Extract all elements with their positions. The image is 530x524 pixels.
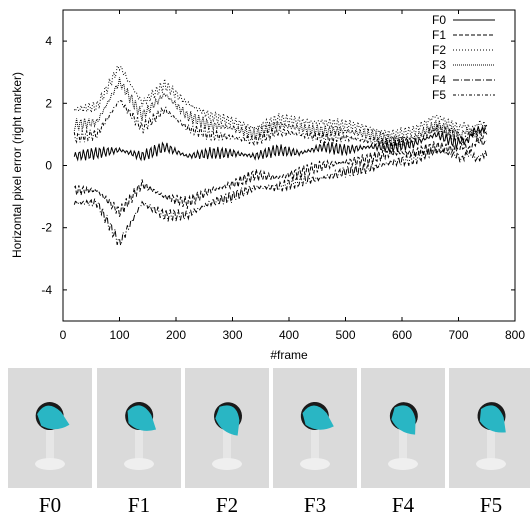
legend-label: F0 xyxy=(432,13,446,27)
legend-label: F4 xyxy=(432,73,446,87)
thumbnail-image xyxy=(8,368,92,488)
thumbnail-image xyxy=(185,368,269,488)
y-tick-label: 0 xyxy=(45,159,52,173)
x-tick-label: 800 xyxy=(505,328,525,342)
x-tick-label: 100 xyxy=(109,328,129,342)
thumbnail-image xyxy=(273,368,357,488)
thumbnail-image xyxy=(97,368,181,488)
thumbnail-F5: F5 xyxy=(449,368,530,518)
x-axis-label: #frame xyxy=(270,348,308,362)
thumbnail-F0: F0 xyxy=(8,368,92,518)
thumbnail-caption: F3 xyxy=(303,493,327,517)
legend-label: F5 xyxy=(432,88,446,102)
thumbnail-caption: F1 xyxy=(127,493,151,517)
thumbnail-F3: F3 xyxy=(273,368,357,518)
x-tick-label: 400 xyxy=(279,328,299,342)
thumbnail-caption: F0 xyxy=(38,493,62,517)
x-tick-label: 300 xyxy=(222,328,242,342)
y-axis-label: Horizontal pixel error (right marker) xyxy=(10,72,24,258)
series-line-F1 xyxy=(73,136,487,217)
y-tick-label: 4 xyxy=(45,34,52,48)
x-tick-label: 0 xyxy=(60,328,67,342)
series-line-F2 xyxy=(73,64,488,141)
tick-layer: 0 100 200 300 400 500 600 700 800 -4 -2 0 2 4 xyxy=(41,10,525,342)
series-line-F5 xyxy=(73,99,488,150)
thumbnail-F2: F2 xyxy=(185,368,269,518)
x-tick-label: 200 xyxy=(166,328,186,342)
y-tick-label: -4 xyxy=(41,283,52,297)
x-tick-label: 600 xyxy=(392,328,412,342)
legend-label: F3 xyxy=(432,58,446,72)
y-tick-label: 2 xyxy=(45,96,52,110)
series-line-F0 xyxy=(73,124,488,162)
series-line-F4 xyxy=(73,145,488,247)
y-tick-label: -2 xyxy=(41,221,52,235)
plot-frame xyxy=(62,9,516,322)
thumbnail-F1: F1 xyxy=(97,368,181,518)
thumbnail-strip: F0 F1 F2 F3 F4 F5 xyxy=(8,368,530,524)
series-line-F3 xyxy=(73,77,488,146)
thumbnail-caption: F2 xyxy=(215,493,239,517)
x-tick-label: 700 xyxy=(448,328,468,342)
legend-label: F1 xyxy=(432,28,446,42)
series-layer xyxy=(73,64,488,247)
thumbnail-caption: F5 xyxy=(479,493,503,517)
thumbnail-F4: F4 xyxy=(361,368,445,518)
thumbnail-caption: F4 xyxy=(391,493,415,517)
thumbnail-image xyxy=(449,368,530,488)
legend-label: F2 xyxy=(432,43,446,57)
x-tick-label: 500 xyxy=(335,328,355,342)
thumbnail-image xyxy=(361,368,445,488)
